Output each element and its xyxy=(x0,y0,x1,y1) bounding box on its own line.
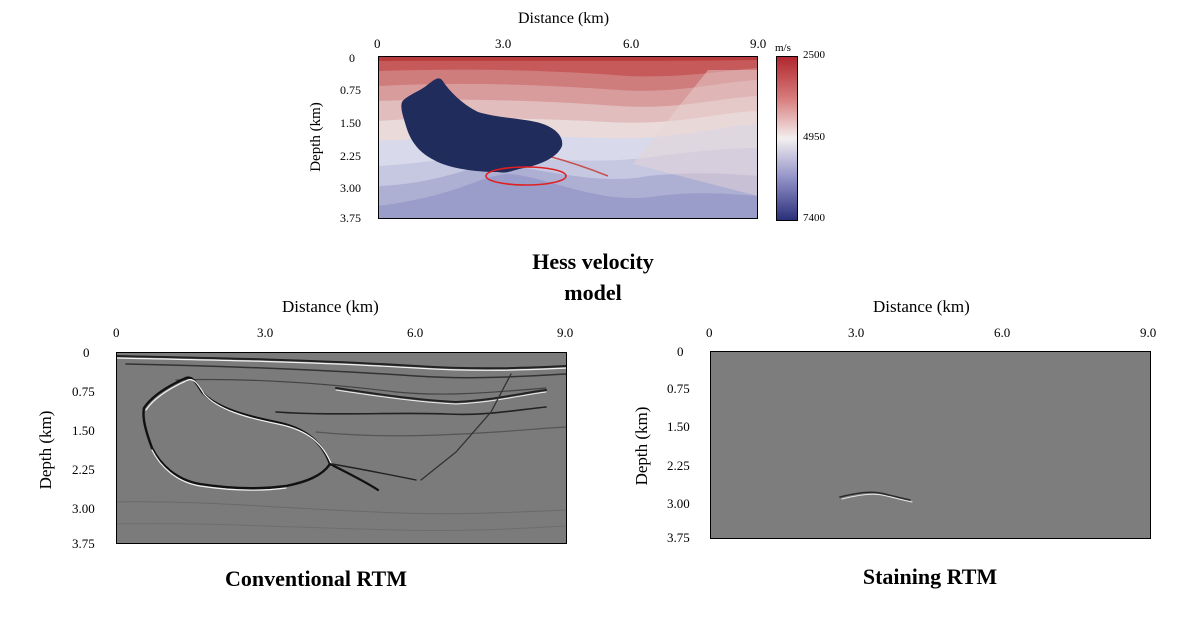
right-ytick-3: 2.25 xyxy=(667,458,690,473)
right-ytick-4: 3.00 xyxy=(667,496,690,511)
top-ylabel: Depth (km) xyxy=(308,102,324,172)
colorbar-tick-mid: 4950 xyxy=(803,131,825,143)
colorbar-tick-top: 2500 xyxy=(803,49,825,61)
right-xtick-2: 6.0 xyxy=(994,325,1011,340)
top-xtick-2: 6.0 xyxy=(623,36,640,51)
left-ytick-0: 0 xyxy=(83,345,90,360)
left-xtick-1: 3.0 xyxy=(257,325,274,340)
top-caption-line2: model xyxy=(564,280,622,305)
right-caption: Staining RTM xyxy=(862,564,998,589)
right-ytick-5: 3.75 xyxy=(667,530,690,545)
left-ytick-5: 3.75 xyxy=(72,536,95,551)
top-ytick-4: 3.00 xyxy=(340,181,361,195)
left-ytick-1: 0.75 xyxy=(72,384,95,399)
colorbar xyxy=(776,56,798,221)
right-ylabel: Depth (km) xyxy=(632,406,651,486)
top-xtick-0: 0 xyxy=(374,36,381,51)
velocity-model-image xyxy=(378,56,758,219)
left-xlabel: Distance (km) xyxy=(282,297,379,316)
staining-rtm-image xyxy=(710,351,1151,539)
left-xtick-2: 6.0 xyxy=(407,325,424,340)
top-ytick-5: 3.75 xyxy=(340,211,361,225)
top-caption-line1: Hess velocity xyxy=(532,249,654,274)
conventional-rtm-image xyxy=(116,352,567,544)
top-ytick-3: 2.25 xyxy=(340,149,361,163)
top-xtick-1: 3.0 xyxy=(495,36,512,51)
top-xlabel: Distance (km) xyxy=(518,10,610,27)
right-xtick-3: 9.0 xyxy=(1140,325,1157,340)
left-ytick-2: 1.50 xyxy=(72,423,95,438)
right-ytick-0: 0 xyxy=(677,344,684,359)
top-ytick-0: 0 xyxy=(349,51,355,65)
top-ytick-1: 0.75 xyxy=(340,83,361,97)
top-ytick-2: 1.50 xyxy=(340,116,361,130)
right-xtick-1: 3.0 xyxy=(848,325,865,340)
left-ytick-4: 3.00 xyxy=(72,501,95,516)
right-xtick-0: 0 xyxy=(706,325,713,340)
highlight-ellipse xyxy=(485,166,567,186)
salt-body xyxy=(401,78,563,173)
right-ytick-2: 1.50 xyxy=(667,419,690,434)
left-caption: Conventional RTM xyxy=(225,566,407,591)
left-xtick-0: 0 xyxy=(113,325,120,340)
top-xtick-3: 9.0 xyxy=(750,36,767,51)
colorbar-tick-bottom: 7400 xyxy=(803,212,825,224)
right-ytick-1: 0.75 xyxy=(667,381,690,396)
right-xlabel: Distance (km) xyxy=(873,297,970,316)
left-ylabel: Depth (km) xyxy=(36,410,55,490)
left-xtick-3: 9.0 xyxy=(557,325,574,340)
colorbar-unit: m/s xyxy=(775,42,791,54)
left-ytick-3: 2.25 xyxy=(72,462,95,477)
